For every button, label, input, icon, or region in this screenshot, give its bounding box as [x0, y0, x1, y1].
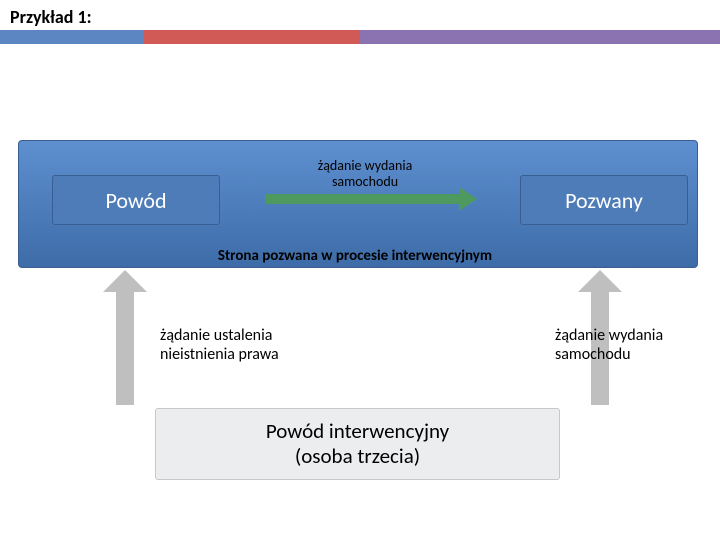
header-bar — [0, 30, 720, 44]
left-vert-arrow-line — [116, 292, 134, 405]
right-demand: żądanie wydania samochodu — [555, 326, 663, 364]
header-seg-2 — [144, 30, 360, 44]
bottom-box-line2: (osoba trzecia) — [295, 444, 420, 469]
bottom-box-line1: Powód interwencyjny — [266, 419, 449, 444]
right-vert-arrow-head — [578, 270, 622, 292]
pozwany-box: Pozwany — [520, 175, 688, 225]
strona-label: Strona pozwana w procesie interwencyjnym — [170, 247, 540, 265]
pozwany-label: Pozwany — [565, 187, 643, 214]
slide-title: Przykład 1: — [10, 6, 92, 28]
powod-box: Powód — [52, 175, 220, 225]
right-demand-line2: samochodu — [555, 345, 663, 364]
slide-title-text: Przykład 1: — [10, 6, 92, 28]
horiz-arrow-label: żądanie wydania samochodu — [280, 158, 450, 190]
left-vert-arrow-head — [103, 270, 147, 292]
header-seg-3 — [360, 30, 720, 44]
left-demand-line2: nieistnienia prawa — [160, 345, 279, 364]
horiz-arrow-line — [265, 194, 459, 204]
horiz-arrow-head — [459, 187, 477, 211]
bottom-box: Powód interwencyjny (osoba trzecia) — [155, 408, 560, 480]
header-seg-1 — [0, 30, 144, 44]
right-demand-line1: żądanie wydania — [555, 326, 663, 345]
powod-label: Powód — [105, 187, 166, 214]
left-demand: żądanie ustalenia nieistnienia prawa — [160, 326, 279, 364]
left-demand-line1: żądanie ustalenia — [160, 326, 279, 345]
